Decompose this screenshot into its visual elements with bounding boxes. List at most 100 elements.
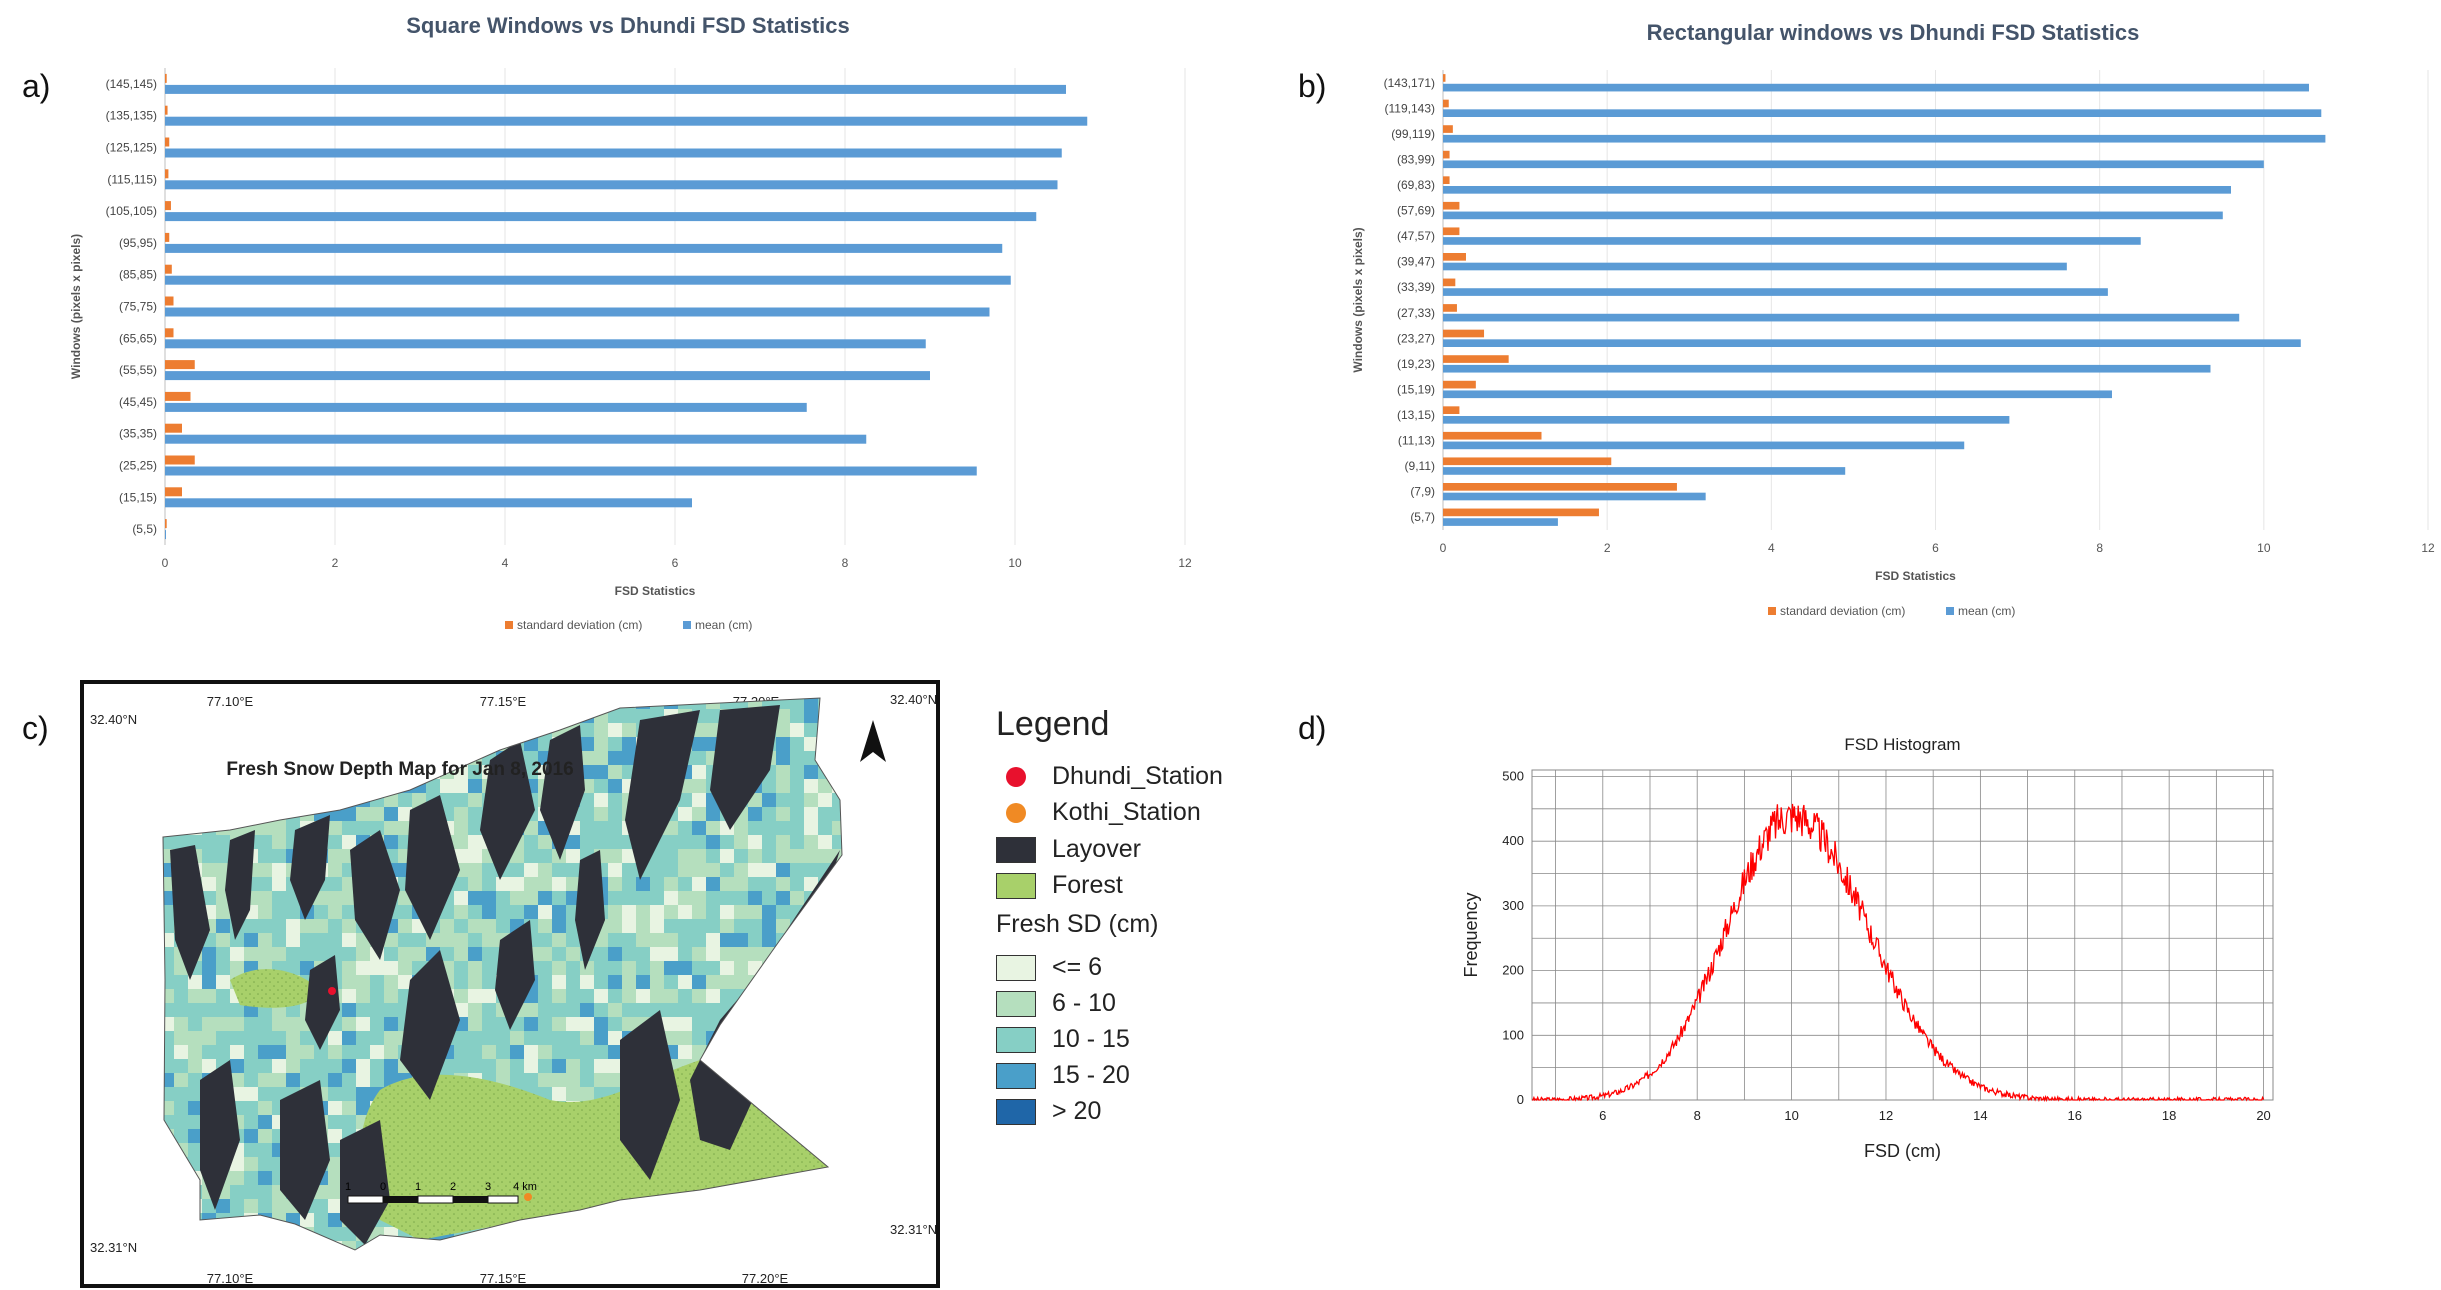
map-cell bbox=[664, 1017, 678, 1031]
y-tick-label: (15,15) bbox=[119, 490, 157, 504]
map-cell bbox=[286, 1045, 300, 1059]
scale-label-6: 4 km bbox=[513, 1181, 537, 1193]
map-cell bbox=[720, 698, 734, 709]
map-cell bbox=[594, 961, 608, 975]
bar-std bbox=[1443, 278, 1456, 287]
map-cell bbox=[174, 989, 188, 1003]
legend-title: Legend bbox=[996, 705, 1110, 743]
map-cell bbox=[552, 1045, 566, 1059]
map-cell bbox=[356, 1087, 370, 1101]
map-cell bbox=[328, 821, 342, 835]
y-tick-label: 100 bbox=[1502, 1027, 1524, 1042]
map-cell bbox=[552, 877, 566, 891]
map-cell bbox=[706, 1003, 720, 1017]
bar-mean bbox=[165, 530, 166, 540]
map-cell bbox=[384, 975, 398, 989]
map-cell bbox=[762, 698, 776, 709]
kothi-station-dot-icon bbox=[1006, 802, 1026, 823]
map-cell bbox=[678, 905, 692, 919]
map-cell bbox=[258, 1017, 272, 1031]
map-cell bbox=[468, 1031, 482, 1045]
map-cell bbox=[286, 1031, 300, 1045]
bar-std bbox=[165, 137, 170, 147]
map-cell bbox=[482, 891, 496, 905]
map-cell bbox=[258, 849, 272, 863]
map-cell bbox=[468, 905, 482, 919]
map-cell bbox=[342, 1073, 356, 1087]
map-cell bbox=[720, 835, 734, 849]
x-tick-label: 12 bbox=[2421, 541, 2435, 555]
bar-std bbox=[1443, 380, 1476, 389]
map-cell bbox=[776, 807, 790, 821]
map-cell bbox=[804, 793, 818, 807]
map-cell bbox=[804, 849, 818, 863]
map-cell bbox=[594, 1059, 608, 1073]
map-cell bbox=[342, 989, 356, 1003]
map-cell bbox=[286, 905, 300, 919]
map-cell bbox=[370, 989, 384, 1003]
map-cell bbox=[216, 835, 230, 849]
scale-label-5: 3 bbox=[485, 1181, 491, 1193]
map-cell bbox=[384, 1003, 398, 1017]
map-cell bbox=[622, 933, 636, 947]
map-cell bbox=[398, 807, 412, 821]
map-cell bbox=[188, 1073, 202, 1087]
map-cell bbox=[328, 919, 342, 933]
map-cell bbox=[566, 877, 580, 891]
map-cell bbox=[230, 1059, 244, 1073]
y-tick-label: (15,19) bbox=[1397, 382, 1435, 396]
map-cell bbox=[692, 891, 706, 905]
map-top-lon-2: 77.15°E bbox=[480, 694, 527, 709]
map-cell bbox=[622, 1003, 636, 1017]
map-cell bbox=[216, 1017, 230, 1031]
map-cell bbox=[398, 821, 412, 835]
map-cell bbox=[163, 1101, 174, 1115]
map-cell bbox=[580, 821, 594, 835]
map-cell bbox=[804, 835, 818, 849]
map-cell bbox=[440, 793, 454, 807]
map-cell bbox=[384, 1017, 398, 1031]
x-tick-label: 2 bbox=[1604, 541, 1611, 555]
legend-label: 6 - 10 bbox=[1052, 989, 1116, 1017]
map-cell bbox=[496, 905, 510, 919]
map-cell bbox=[580, 1073, 594, 1087]
map-cell bbox=[594, 723, 608, 737]
map-cell bbox=[776, 793, 790, 807]
layover-region bbox=[170, 845, 210, 980]
map-cell bbox=[216, 849, 230, 863]
map-cell bbox=[762, 877, 776, 891]
y-tick-label: (5,7) bbox=[1410, 510, 1435, 524]
map-cell bbox=[790, 723, 804, 737]
bar-std bbox=[1443, 406, 1460, 414]
map-cell bbox=[790, 863, 804, 877]
bar-mean bbox=[165, 84, 1066, 94]
panel-label-b: b) bbox=[1298, 68, 1327, 104]
map-cell bbox=[790, 877, 804, 891]
map-cell bbox=[370, 1073, 384, 1087]
map-cell bbox=[552, 1087, 566, 1101]
map-cell bbox=[258, 1157, 272, 1171]
map-cell bbox=[163, 989, 174, 1003]
map-cell bbox=[174, 835, 188, 849]
map-cell bbox=[566, 989, 580, 1003]
bar-mean bbox=[1443, 186, 2231, 194]
map-cell bbox=[398, 793, 412, 807]
map-cell bbox=[524, 751, 538, 765]
x-tick-label: 0 bbox=[162, 556, 169, 570]
y-tick-label: 400 bbox=[1502, 833, 1524, 848]
y-tick-label: (35,35) bbox=[119, 427, 157, 441]
map-cell bbox=[748, 919, 762, 933]
bar-std bbox=[165, 519, 167, 529]
map-cell bbox=[468, 821, 482, 835]
map-cell bbox=[524, 1031, 538, 1045]
map-cell bbox=[734, 835, 748, 849]
map-cell bbox=[678, 933, 692, 947]
map-cell bbox=[552, 975, 566, 989]
map-cell bbox=[202, 1003, 216, 1017]
y-tick-label: (9,11) bbox=[1405, 459, 1435, 473]
map-cell bbox=[202, 877, 216, 891]
layover-region bbox=[225, 830, 255, 940]
map-cell bbox=[524, 835, 538, 849]
map-cell bbox=[272, 1059, 286, 1073]
